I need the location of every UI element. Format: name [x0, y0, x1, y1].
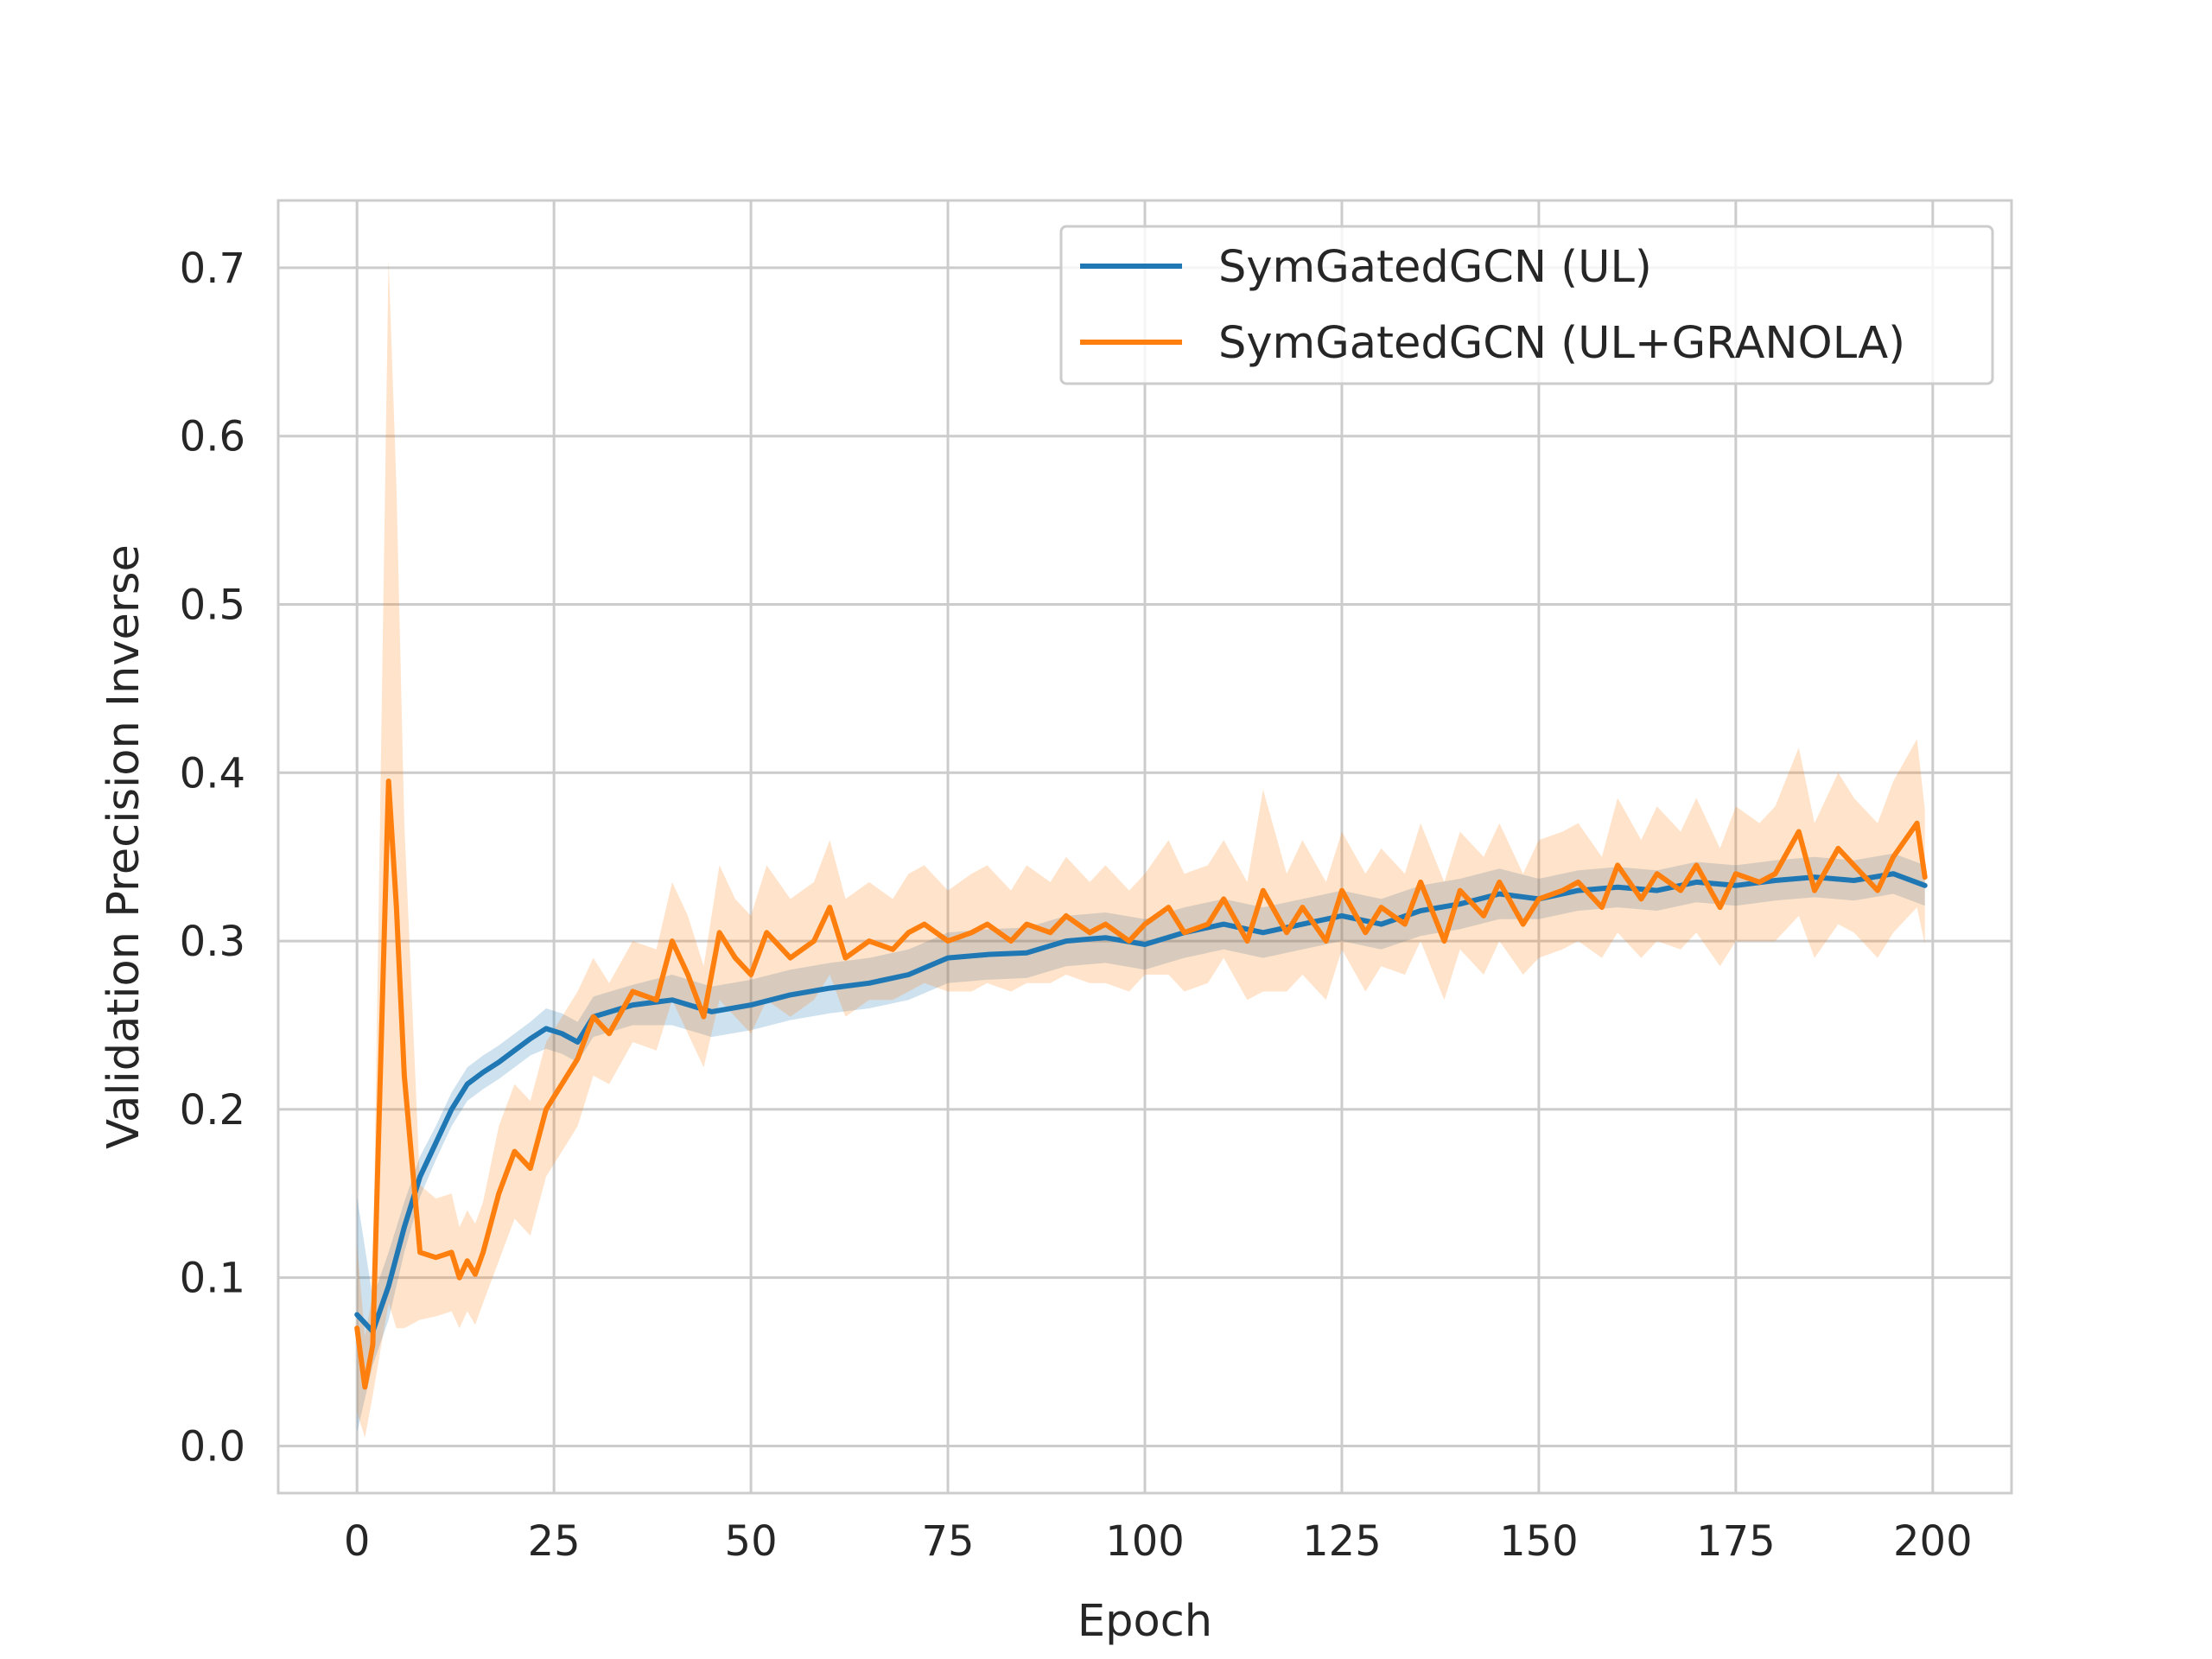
y-tick-label: 0.6	[180, 413, 245, 461]
x-tick-label: 125	[1302, 1517, 1382, 1566]
x-tick-label: 175	[1696, 1517, 1776, 1566]
y-tick-label: 0.1	[180, 1255, 245, 1303]
y-tick-label: 0.2	[180, 1086, 245, 1135]
y-tick-label: 0.3	[180, 918, 245, 966]
y-tick-label: 0.5	[180, 582, 245, 630]
x-tick-label: 150	[1499, 1517, 1579, 1566]
legend-label-series-2: SymGatedGCN (UL+GRANOLA)	[1218, 318, 1905, 369]
x-tick-label: 75	[922, 1517, 975, 1566]
y-tick-label: 0.0	[180, 1422, 245, 1471]
x-tick-label: 200	[1893, 1517, 1973, 1566]
x-tick-label: 50	[725, 1517, 778, 1566]
plot-area	[278, 200, 2012, 1493]
x-tick-label: 25	[528, 1517, 581, 1566]
legend: SymGatedGCN (UL) SymGatedGCN (UL+GRANOLA)	[1061, 226, 1993, 384]
x-tick-label: 100	[1105, 1517, 1185, 1566]
x-axis-label: Epoch	[1077, 1596, 1212, 1647]
y-tick-label: 0.7	[180, 245, 245, 293]
legend-label-series-1: SymGatedGCN (UL)	[1218, 242, 1652, 293]
y-tick-label: 0.4	[180, 749, 245, 798]
y-axis-label: Validation Precision Inverse	[99, 544, 149, 1149]
x-tick-label: 0	[344, 1517, 371, 1566]
